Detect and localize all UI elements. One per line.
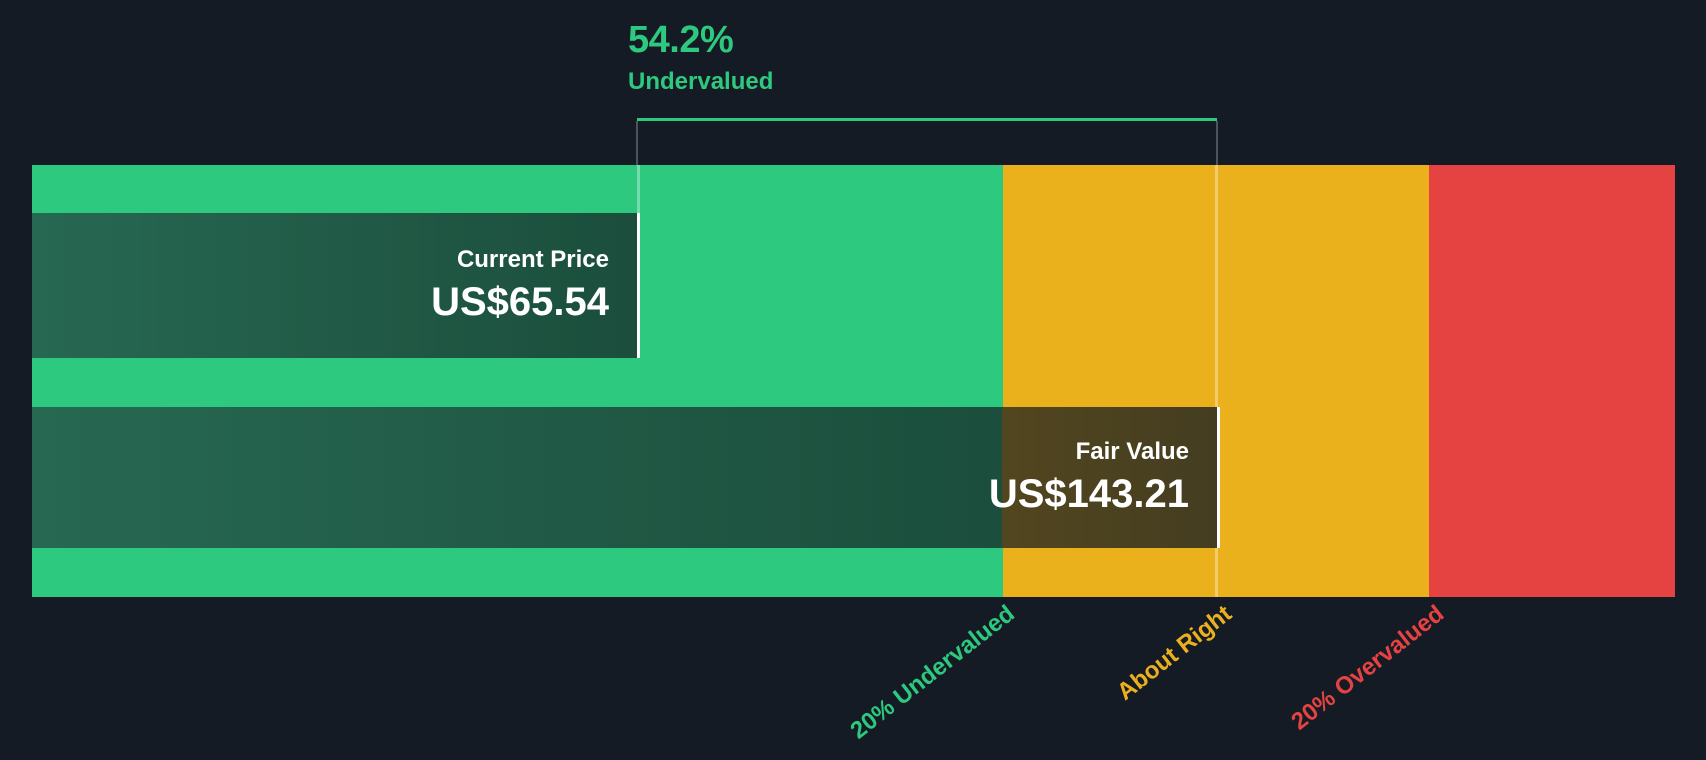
bracket-line (637, 118, 1217, 121)
current-price-bar: Current Price US$65.54 (32, 213, 637, 358)
current-price-guide-line (637, 165, 640, 213)
fair-value-marker-line (1217, 407, 1220, 548)
bracket-connector-left (636, 121, 638, 165)
current-price-label: Current Price (456, 246, 609, 274)
fair-value-guide-line (1215, 165, 1218, 597)
fair-value-bar: Fair Value US$143.21 (32, 407, 1217, 548)
undervalued-callout: 54.2% Undervalued (628, 19, 774, 95)
fair-value-value: US$143.21 (988, 471, 1189, 516)
undervalued-label: Undervalued (628, 67, 774, 95)
axis-label-about-right: About Right (1111, 600, 1237, 706)
fair-value-label: Fair Value (1075, 438, 1189, 466)
current-price-marker-line (637, 213, 640, 358)
axis-label-20pct-overvalued: 20% Overvalued (1285, 600, 1449, 736)
current-price-value: US$65.54 (431, 279, 609, 324)
undervalued-percent: 54.2% (628, 19, 734, 61)
valuation-band: Current Price US$65.54 Fair Value US$143… (32, 165, 1675, 597)
axis-label-20pct-undervalued: 20% Undervalued (845, 600, 1020, 745)
bracket-connector-right (1216, 121, 1218, 165)
zone-overvalued (1429, 165, 1675, 597)
